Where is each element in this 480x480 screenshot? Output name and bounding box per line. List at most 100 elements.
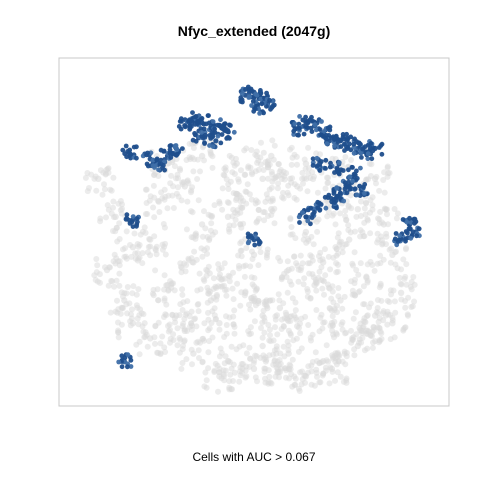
background-cell-point [381,189,388,196]
background-cell-point [408,286,415,293]
background-cell-point [212,316,219,323]
background-cell-point [274,312,280,319]
background-cell-point [239,204,246,211]
background-cell-point [231,307,238,314]
background-cell-point [186,154,193,161]
background-cell-point [252,151,259,158]
high-auc-cell-point [168,155,174,160]
background-cell-point [224,199,231,206]
background-cell-point [298,345,305,352]
background-cell-point [195,308,202,315]
high-auc-cell-point [224,136,230,141]
high-auc-cell-point [227,122,232,128]
background-cell-point [247,306,254,313]
background-cell-point [257,249,264,256]
high-auc-cell-point [352,172,358,178]
high-auc-cell-point [404,219,410,225]
background-cell-point [316,379,323,386]
background-cell-point [380,308,387,315]
background-cell-point [360,283,367,290]
background-cell-point [371,267,378,274]
background-cell-point [308,368,315,375]
background-cell-point [305,322,312,328]
background-cell-point [170,331,177,338]
high-auc-cell-point [314,163,320,169]
background-cell-point [156,209,163,215]
high-auc-cell-point [156,167,161,173]
background-cell-point [205,365,212,372]
background-cell-point [210,275,217,282]
background-cell-point [374,239,381,246]
background-cell-point [196,355,202,361]
background-cell-point [162,240,169,247]
high-auc-cell-point [124,212,130,218]
background-cell-point [386,246,393,253]
high-auc-cell-point [291,132,297,137]
background-cell-point [283,311,290,318]
high-auc-cell-point [414,233,419,239]
high-auc-cell-point [213,138,219,144]
background-cell-point [201,208,207,215]
high-auc-cell-point [297,114,302,119]
background-cell-point [261,314,268,321]
background-cell-point [237,247,244,254]
high-auc-cell-point [245,240,251,246]
high-auc-cell-point [125,352,131,358]
background-cell-point [299,260,306,267]
high-auc-cell-point [369,156,375,162]
background-cell-point [175,184,181,191]
background-cell-point [177,336,184,343]
background-cell-point [327,266,334,273]
background-cell-point [231,162,238,169]
background-cell-point [233,197,239,203]
high-auc-cell-point [327,164,333,170]
background-cell-point [243,245,250,251]
background-cell-point [339,358,346,365]
background-cell-point [379,241,386,248]
background-cell-point [292,375,299,382]
background-cell-point [275,161,282,167]
high-auc-cell-point [247,94,253,100]
background-cell-point [377,252,384,259]
high-auc-cell-point [354,168,359,174]
background-cell-point [313,369,320,376]
background-cell-point [287,332,294,338]
background-cell-point [238,167,244,174]
background-cell-point [361,347,368,354]
background-cell-point [300,180,306,187]
background-cell-point [373,173,380,180]
background-cell-point [255,166,262,173]
background-cell-point [161,224,168,231]
background-cell-point [235,252,242,259]
background-cell-point [116,270,123,277]
high-auc-cell-point [362,191,367,196]
background-cell-point [377,280,384,287]
high-auc-cell-point [192,132,198,138]
background-cell-point [276,304,284,312]
high-auc-cell-point [219,126,225,131]
high-auc-cell-point [269,105,275,110]
background-cell-point [306,270,313,277]
background-cell-point [142,229,149,236]
background-cell-point [365,176,372,183]
background-cell-point [267,297,274,304]
background-cell-point [312,276,319,283]
background-cell-point [313,218,320,225]
background-cell-point [356,288,363,295]
background-cell-point [134,315,141,322]
background-cell-point [201,383,208,390]
background-cell-point [274,369,281,376]
background-cell-point [205,327,212,334]
background-cell-point [291,181,298,188]
background-cell-point [313,307,320,313]
background-cell-point [124,284,131,290]
background-cell-point [140,328,147,335]
background-cell-point [301,275,308,282]
background-cell-point [211,202,218,209]
high-auc-cell-point [198,130,204,135]
background-cell-point [135,286,142,293]
background-cell-point [259,342,266,350]
background-cell-point [114,238,121,245]
background-cell-point [292,299,299,306]
background-cell-point [384,321,391,328]
